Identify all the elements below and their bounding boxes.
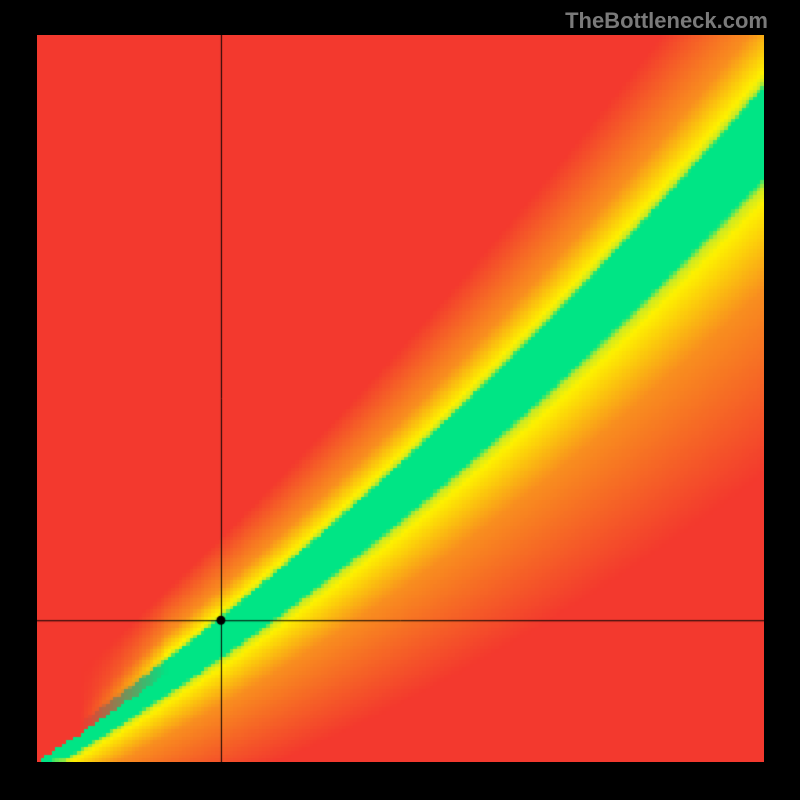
heatmap-plot: [37, 35, 764, 762]
watermark-text: TheBottleneck.com: [565, 8, 768, 34]
heatmap-canvas: [37, 35, 764, 762]
